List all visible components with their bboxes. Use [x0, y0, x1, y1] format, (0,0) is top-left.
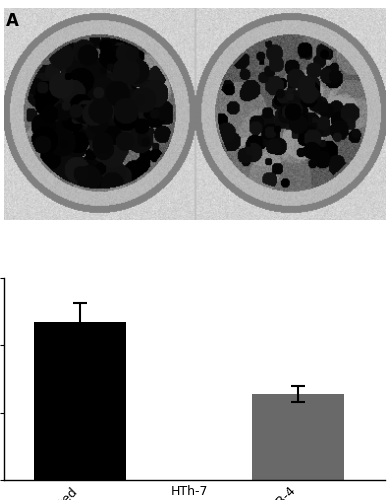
- Bar: [34, 322, 126, 480]
- Bar: [252, 394, 344, 480]
- Text: A: A: [6, 12, 19, 30]
